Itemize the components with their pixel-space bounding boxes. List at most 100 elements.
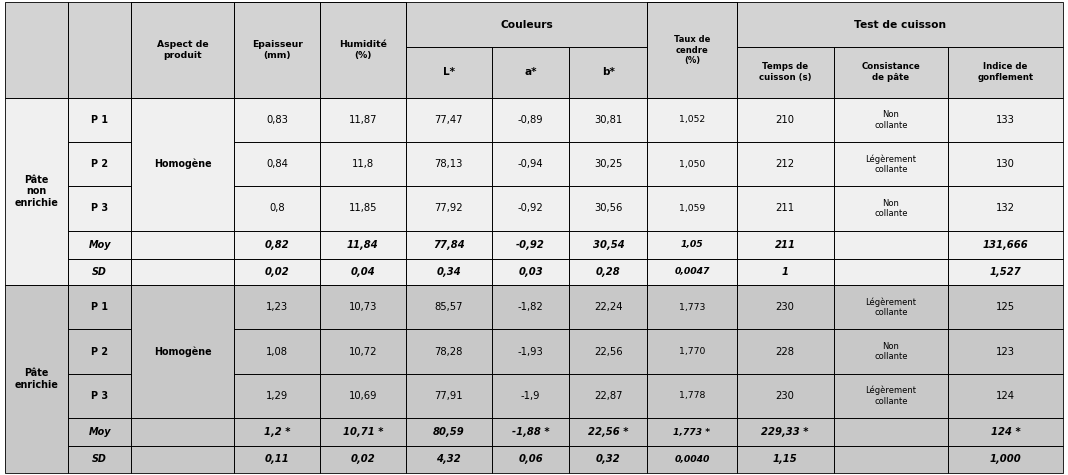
Bar — [320, 330, 406, 374]
Bar — [948, 186, 1063, 231]
Text: 0,0040: 0,0040 — [674, 455, 709, 464]
Bar — [569, 374, 647, 418]
Text: Temps de
cuisson (s): Temps de cuisson (s) — [759, 63, 812, 82]
Bar — [737, 142, 834, 186]
Bar — [834, 330, 948, 374]
Bar — [569, 258, 647, 285]
Text: 1,000: 1,000 — [990, 454, 1021, 465]
Bar — [491, 186, 569, 231]
Bar — [569, 285, 647, 330]
Bar — [948, 258, 1063, 285]
Bar — [491, 285, 569, 330]
Text: P 3: P 3 — [91, 203, 108, 213]
Bar — [948, 142, 1063, 186]
Bar — [68, 330, 131, 374]
Bar — [406, 142, 491, 186]
Bar — [234, 98, 320, 142]
Bar — [491, 446, 569, 473]
Text: 230: 230 — [775, 302, 795, 312]
Bar — [320, 330, 406, 374]
Text: 11,84: 11,84 — [347, 239, 379, 249]
Bar — [491, 98, 569, 142]
Bar — [569, 418, 647, 446]
Text: Consistance
de pâte: Consistance de pâte — [862, 63, 921, 82]
Text: 10,72: 10,72 — [348, 347, 377, 357]
Bar — [131, 418, 234, 446]
Text: -1,82: -1,82 — [518, 302, 544, 312]
Bar — [737, 418, 834, 446]
Bar — [737, 98, 834, 142]
Bar — [834, 258, 948, 285]
Bar — [569, 418, 647, 446]
Bar — [491, 258, 569, 285]
Text: -0,92: -0,92 — [516, 239, 545, 249]
Bar — [234, 258, 320, 285]
Bar — [234, 285, 320, 330]
Bar — [737, 258, 834, 285]
Bar — [320, 2, 406, 98]
Text: P 2: P 2 — [91, 347, 108, 357]
Bar — [834, 142, 948, 186]
Bar — [569, 186, 647, 231]
Bar — [834, 446, 948, 473]
Bar — [569, 186, 647, 231]
Bar — [647, 258, 737, 285]
Text: 1,052: 1,052 — [679, 115, 705, 124]
Bar — [569, 98, 647, 142]
Bar — [834, 186, 948, 231]
Text: Moy: Moy — [89, 239, 111, 249]
Bar — [647, 231, 737, 258]
Bar — [406, 374, 491, 418]
Bar — [569, 231, 647, 258]
Text: 228: 228 — [775, 347, 795, 357]
Bar — [948, 374, 1063, 418]
Bar — [737, 142, 834, 186]
Bar — [569, 98, 647, 142]
Bar — [491, 418, 569, 446]
Text: 212: 212 — [775, 159, 795, 169]
Bar — [68, 186, 131, 231]
Bar — [320, 98, 406, 142]
Bar — [234, 418, 320, 446]
Text: Couleurs: Couleurs — [500, 19, 553, 29]
Bar — [234, 231, 320, 258]
Text: Epaisseur
(mm): Epaisseur (mm) — [252, 40, 302, 60]
Bar — [320, 2, 406, 98]
Bar — [406, 98, 491, 142]
Bar — [68, 142, 131, 186]
Text: SD: SD — [92, 267, 107, 277]
Bar — [320, 258, 406, 285]
Bar — [647, 98, 737, 142]
Text: 124 *: 124 * — [991, 427, 1020, 437]
Bar — [5, 2, 68, 98]
Text: 11,85: 11,85 — [348, 203, 377, 213]
Text: 1,08: 1,08 — [266, 347, 288, 357]
Bar — [647, 418, 737, 446]
Bar — [834, 47, 948, 98]
Bar — [948, 98, 1063, 142]
Text: Moy: Moy — [89, 427, 111, 437]
Bar — [406, 258, 491, 285]
Text: 0,06: 0,06 — [518, 454, 543, 465]
Text: 1,773: 1,773 — [679, 303, 705, 312]
Text: 22,87: 22,87 — [594, 391, 623, 401]
Bar — [234, 330, 320, 374]
Bar — [948, 231, 1063, 258]
Bar — [647, 258, 737, 285]
Bar — [5, 98, 68, 285]
Bar — [320, 98, 406, 142]
Text: 30,54: 30,54 — [593, 239, 625, 249]
Bar — [68, 374, 131, 418]
Bar — [131, 231, 234, 258]
Text: Légèrement
collante: Légèrement collante — [865, 154, 916, 174]
Text: 78,28: 78,28 — [435, 347, 462, 357]
Bar — [68, 231, 131, 258]
Bar — [834, 231, 948, 258]
Text: 80,59: 80,59 — [433, 427, 465, 437]
Bar — [737, 47, 834, 98]
Bar — [406, 186, 491, 231]
Bar — [647, 374, 737, 418]
Bar — [234, 98, 320, 142]
Bar — [320, 186, 406, 231]
Text: Non
collante: Non collante — [875, 199, 908, 218]
